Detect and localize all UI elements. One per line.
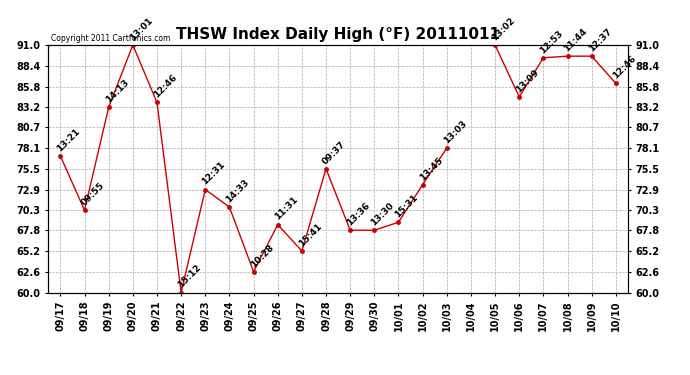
Text: 13:02: 13:02	[490, 16, 517, 42]
Text: 14:33: 14:33	[224, 178, 251, 204]
Text: 13:21: 13:21	[55, 127, 82, 153]
Text: Copyright 2011 Cartronics.com: Copyright 2011 Cartronics.com	[51, 33, 170, 42]
Text: 13:36: 13:36	[345, 201, 372, 228]
Text: 12:37: 12:37	[586, 27, 613, 53]
Text: 12:46: 12:46	[611, 54, 638, 81]
Text: 12:46: 12:46	[152, 73, 179, 100]
Text: 10:28: 10:28	[248, 243, 275, 269]
Title: THSW Index Daily High (°F) 20111011: THSW Index Daily High (°F) 20111011	[176, 27, 500, 42]
Text: 13:30: 13:30	[369, 201, 396, 228]
Text: 15:41: 15:41	[297, 222, 324, 248]
Text: 11:31: 11:31	[273, 195, 299, 222]
Text: 15:31: 15:31	[393, 193, 420, 219]
Text: 15:12: 15:12	[176, 263, 203, 290]
Text: 14:13: 14:13	[104, 78, 130, 105]
Text: 13:45: 13:45	[417, 155, 444, 182]
Text: 13:03: 13:03	[442, 119, 469, 145]
Text: 11:44: 11:44	[562, 27, 589, 53]
Text: 12:31: 12:31	[200, 160, 227, 187]
Text: 13:09: 13:09	[514, 68, 541, 94]
Text: 13:01: 13:01	[128, 16, 155, 42]
Text: 09:37: 09:37	[321, 139, 348, 166]
Text: 09:55: 09:55	[79, 181, 106, 207]
Text: 12:53: 12:53	[538, 28, 565, 55]
